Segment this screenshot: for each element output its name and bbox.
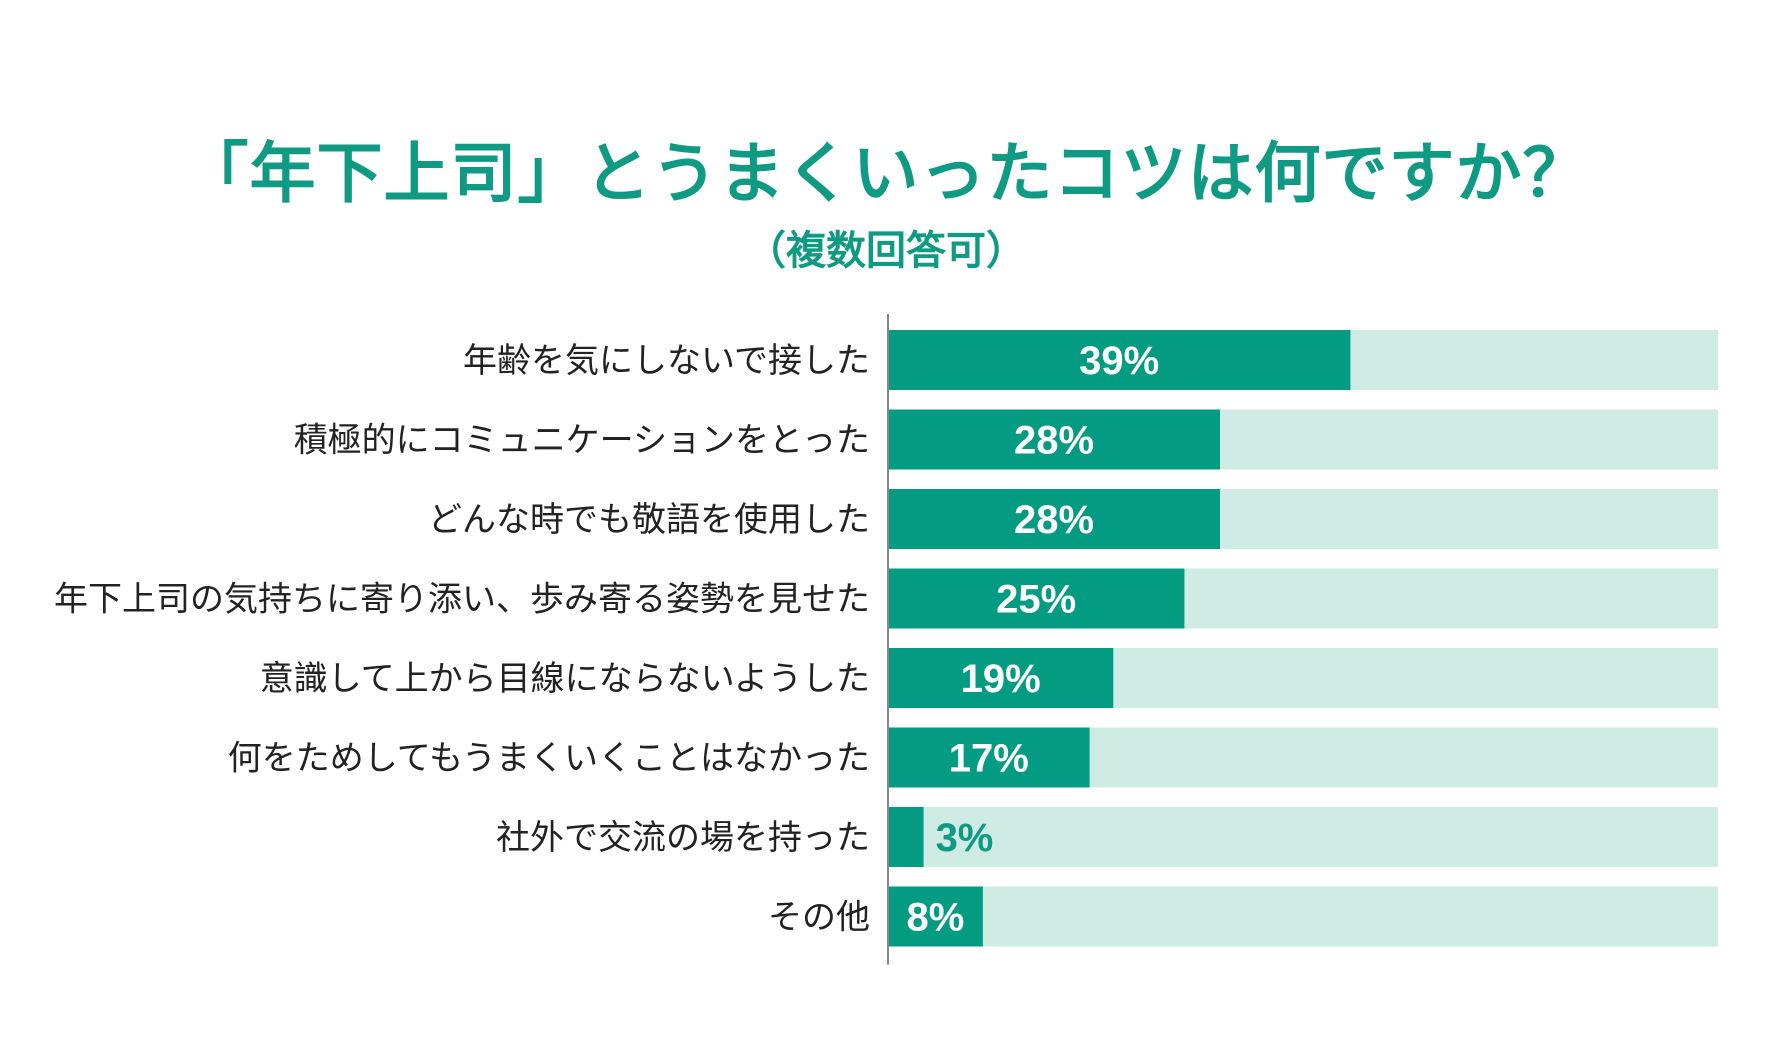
chart-subtitle: （複数回答可） [746,228,1026,274]
value-label: 39% [1079,339,1159,383]
bar [888,330,1351,390]
bar [888,727,1090,788]
value-label: 28% [1014,498,1094,542]
bar [888,409,1220,470]
bar [888,886,983,947]
value-label: 28% [1014,419,1094,463]
category-label: 年齢を気にしないで接した [463,341,870,381]
category-label: 年下上司の気持ちに寄り添い、歩み寄る姿勢を見せた [54,580,870,620]
category-label: 意識して上から目線にならないようした [260,659,870,699]
bar-track [888,886,1718,947]
value-label: 19% [961,657,1041,701]
value-label: 17% [949,737,1029,781]
category-label: 社外で交流の場を持った [496,818,870,858]
bar-track [888,807,1718,867]
bar [888,568,1185,629]
chart-title: 「年下上司」とうまくいったコツは何ですか？ [182,135,1590,212]
value-label: 25% [996,578,1076,622]
bar [888,807,924,867]
category-labels: 年齢を気にしないで接した積極的にコミュニケーションをとったどんな時でも敬語を使用… [54,341,870,938]
bars [888,330,1351,947]
category-label: その他 [768,898,870,938]
category-label: どんな時でも敬語を使用した [428,500,870,540]
category-label: 何をためしてもうまくいくことはなかった [228,739,870,779]
value-labels: 39% 28% 28% 25% 19% 17% 3% 8% [907,339,1160,940]
bar [888,489,1220,549]
category-label: 積極的にコミュニケーションをとった [294,421,870,461]
value-label: 8% [907,896,965,940]
bar [888,648,1114,708]
value-label: 3% [936,816,994,860]
